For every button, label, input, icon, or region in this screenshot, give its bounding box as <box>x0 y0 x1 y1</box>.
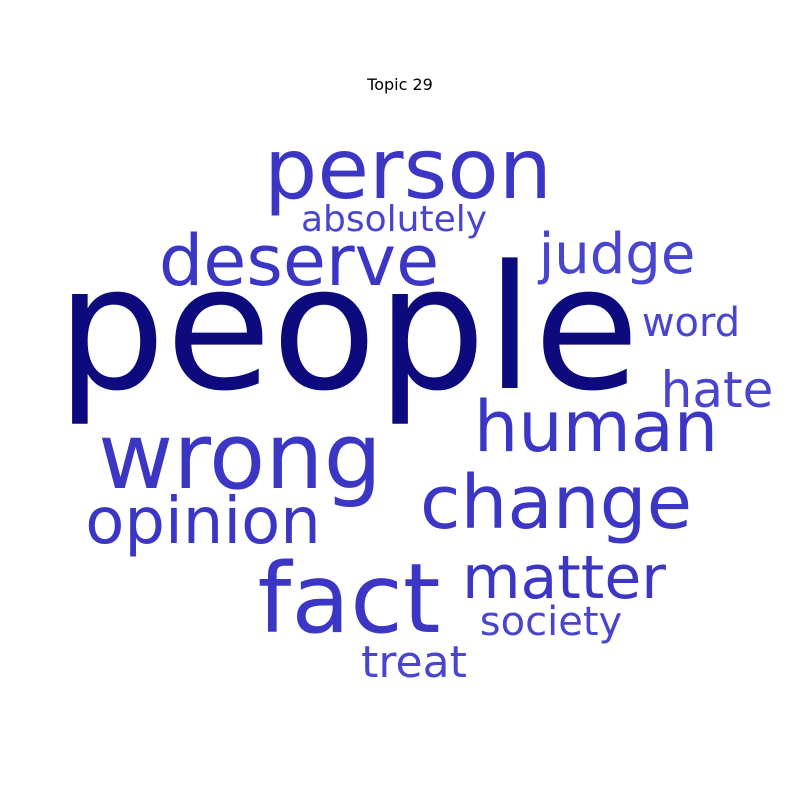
word-hate: hate <box>661 361 774 419</box>
word-word: word <box>642 300 740 346</box>
word-society: society <box>480 599 622 645</box>
word-opinion: opinion <box>85 485 321 559</box>
word-absolutely: absolutely <box>301 199 487 240</box>
word-judge: judge <box>537 222 696 287</box>
word-change: change <box>420 460 692 546</box>
word-person: person <box>264 120 552 218</box>
word-human: human <box>474 386 718 468</box>
word-treat: treat <box>361 637 467 688</box>
word-matter: matter <box>462 543 666 613</box>
word-wrong: wrong <box>98 403 382 510</box>
word-people: people <box>56 228 639 429</box>
chart-title: Topic 29 <box>367 75 433 94</box>
word-deserve: deserve <box>159 220 439 302</box>
word-fact: fact <box>257 543 440 655</box>
